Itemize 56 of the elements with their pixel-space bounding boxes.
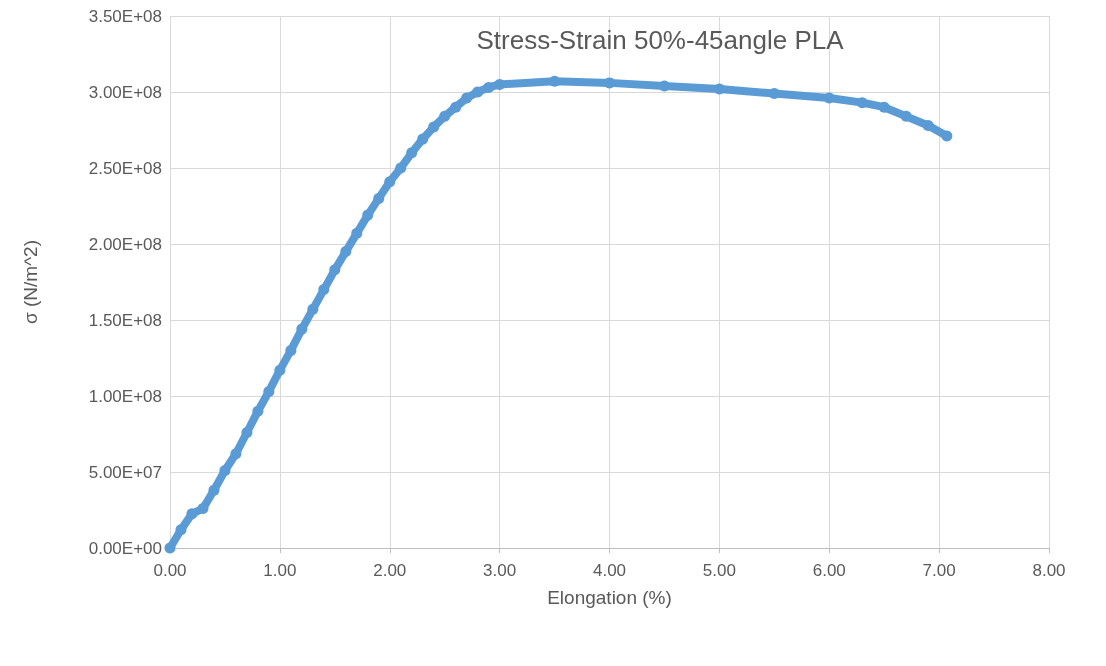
point — [856, 97, 868, 109]
y-axis-title: σ (N/m^2) — [20, 240, 41, 324]
point — [274, 364, 286, 376]
point — [373, 192, 385, 204]
point — [406, 147, 418, 159]
y-tick-label: 1.00E+08 — [88, 386, 162, 406]
point — [472, 86, 484, 98]
x-tick-label: 0.00 — [153, 561, 187, 580]
point — [450, 101, 462, 113]
point — [252, 405, 264, 417]
point — [351, 227, 363, 239]
x-axis-title: Elongation (%) — [547, 587, 672, 608]
chart-title: Stress-Strain 50%-45angle PLA — [476, 25, 845, 55]
point — [362, 209, 374, 221]
y-tick-label: 0.00E+00 — [88, 538, 162, 558]
point — [428, 121, 440, 133]
point — [164, 542, 176, 554]
point — [461, 92, 473, 104]
point — [296, 323, 308, 335]
point — [395, 162, 407, 174]
y-tick-label: 2.50E+08 — [88, 158, 162, 178]
point — [318, 284, 330, 296]
point — [307, 303, 319, 315]
point — [604, 77, 615, 89]
point — [197, 502, 209, 514]
point — [941, 130, 953, 142]
point — [329, 264, 341, 276]
point — [340, 246, 352, 258]
point — [878, 101, 890, 113]
point — [922, 119, 934, 131]
x-tick-label: 2.00 — [373, 561, 407, 580]
point — [175, 524, 187, 536]
point — [384, 176, 396, 188]
point — [900, 110, 912, 122]
y-tick-label: 5.00E+07 — [88, 462, 162, 482]
point — [219, 464, 231, 476]
point — [439, 110, 451, 122]
point — [417, 133, 429, 145]
y-tick-label: 2.00E+08 — [88, 234, 162, 254]
y-tick-label: 3.50E+08 — [88, 6, 162, 26]
x-tick-label: 3.00 — [483, 561, 517, 580]
point — [208, 484, 220, 496]
y-tick-label: 1.50E+08 — [88, 310, 162, 330]
x-tick-label: 7.00 — [922, 561, 956, 580]
y-tick-label: 3.00E+08 — [88, 82, 162, 102]
point — [483, 81, 495, 93]
point — [285, 344, 297, 356]
point — [230, 448, 242, 460]
x-tick-label: 6.00 — [812, 561, 846, 580]
x-tick-label: 4.00 — [592, 561, 627, 580]
point — [186, 508, 198, 520]
point — [263, 385, 275, 397]
x-tick-label: 5.00 — [702, 561, 736, 580]
x-tick-label: 1.00 — [263, 561, 297, 580]
x-tick-label: 8.00 — [1032, 561, 1066, 580]
point — [241, 426, 253, 438]
